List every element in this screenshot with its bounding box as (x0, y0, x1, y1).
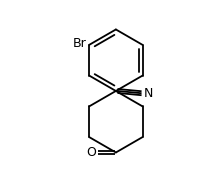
Text: Br: Br (73, 37, 86, 50)
Text: N: N (144, 87, 153, 100)
Text: O: O (86, 146, 96, 159)
